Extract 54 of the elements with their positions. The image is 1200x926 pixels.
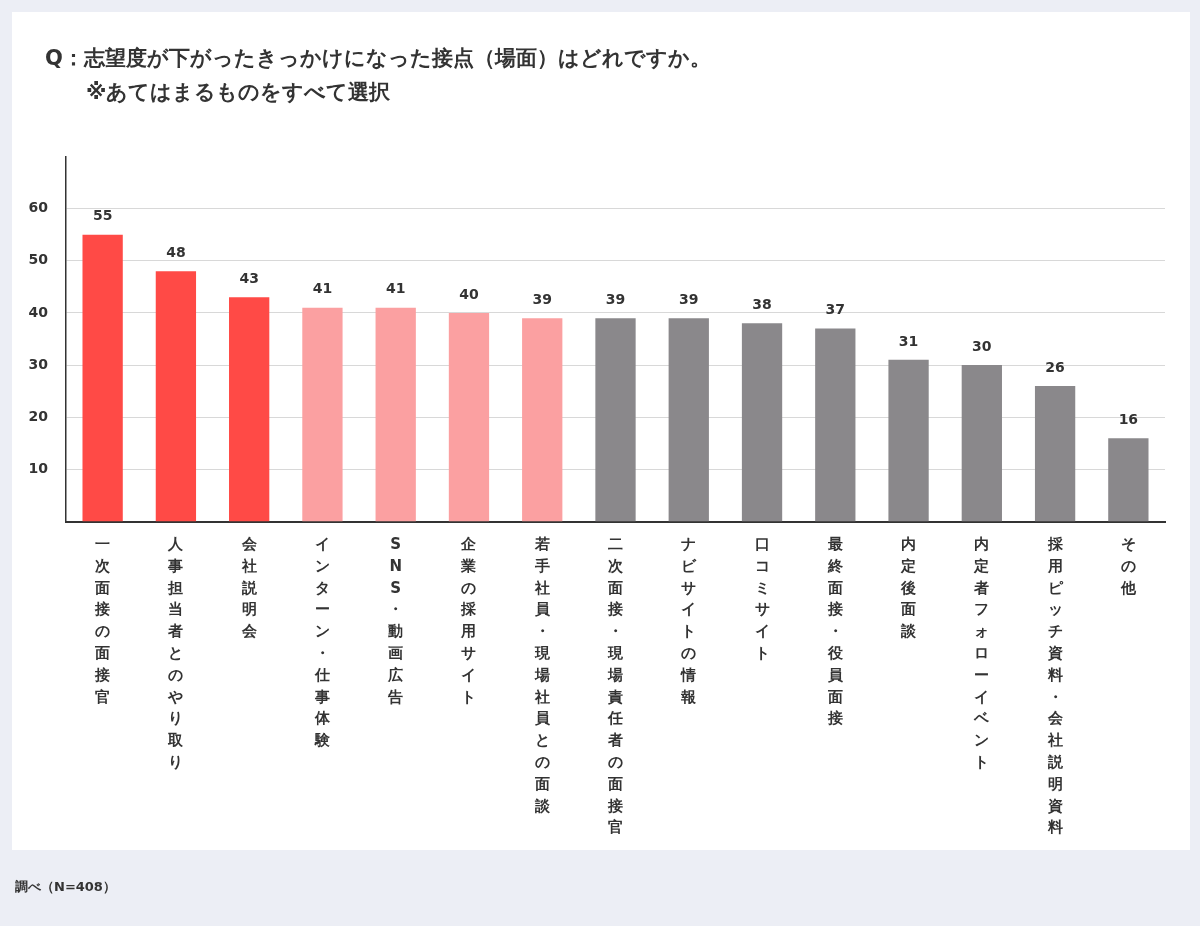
text: 調べ（N=408）: [15, 878, 116, 896]
data-label: 16: [1118, 410, 1139, 427]
category-label: インターン・仕事体験: [314, 535, 330, 750]
x-tick-label: 内定後面談: [901, 534, 917, 643]
bar: [448, 312, 490, 522]
data-label: 43: [239, 269, 259, 286]
category-label: 最終面接・役員面接: [827, 535, 843, 728]
data-label: 41: [385, 280, 406, 297]
x-tick-label: 一次面接の面接官: [95, 534, 111, 708]
bar: [522, 318, 563, 522]
data-label: 38: [752, 295, 772, 312]
data-label: 39: [679, 290, 699, 307]
category-label: 人事担当者とのやり取り: [168, 535, 184, 771]
bar: [82, 234, 123, 522]
category-label: 採用ピッチ資料・会社説明資料: [1047, 535, 1063, 837]
category-label: 内定者フォローイベント: [974, 535, 990, 771]
category-label: 二次面接・現場責任者の面接官: [608, 535, 623, 837]
y-tick-label: 50: [28, 251, 49, 268]
category-label: 若手社員・現場社員との面談: [534, 535, 550, 815]
data-label: 39: [605, 290, 626, 307]
chart-subtitle: ※あてはまるものをすべて選択: [86, 79, 391, 106]
bar: [1108, 438, 1149, 522]
y-tick-label: 40: [28, 303, 49, 320]
bar: [888, 359, 929, 522]
chart-title: Q：志望度が下がったきっかけになった接点（場面）はどれですか。: [45, 45, 711, 72]
data-label: 37: [825, 301, 846, 318]
data-label: 30: [972, 337, 992, 354]
bar: [375, 307, 416, 522]
bar: [961, 365, 1002, 522]
y-tick-label: 60: [28, 199, 49, 216]
x-tick-label: その他: [1120, 534, 1136, 599]
data-label: 48: [166, 243, 186, 260]
data-label: 39: [532, 290, 552, 307]
data-label: 31: [898, 332, 919, 349]
bar: [1034, 385, 1076, 522]
bar: [302, 307, 343, 522]
data-label: 26: [1045, 358, 1065, 375]
bar: [155, 271, 197, 522]
bar: [741, 323, 783, 522]
bar: [815, 328, 856, 522]
x-tick-label: 口コミサイト: [754, 534, 770, 664]
y-tick-label: 30: [28, 355, 49, 372]
data-label: 40: [459, 285, 479, 302]
x-tick-label: SNS・動画広告: [388, 534, 404, 708]
data-label: 55: [92, 207, 113, 224]
data-label: 41: [312, 280, 333, 297]
x-tick-label: ナビサイトの情報: [681, 534, 697, 708]
y-tick-label: 10: [28, 460, 49, 477]
bar: [595, 318, 636, 522]
x-tick-label: 会社説明会: [241, 534, 257, 643]
y-tick-label: 20: [28, 407, 49, 424]
bar: [229, 297, 270, 522]
x-tick-label: 企業の採用サイト: [461, 534, 477, 708]
bar: [668, 318, 709, 522]
